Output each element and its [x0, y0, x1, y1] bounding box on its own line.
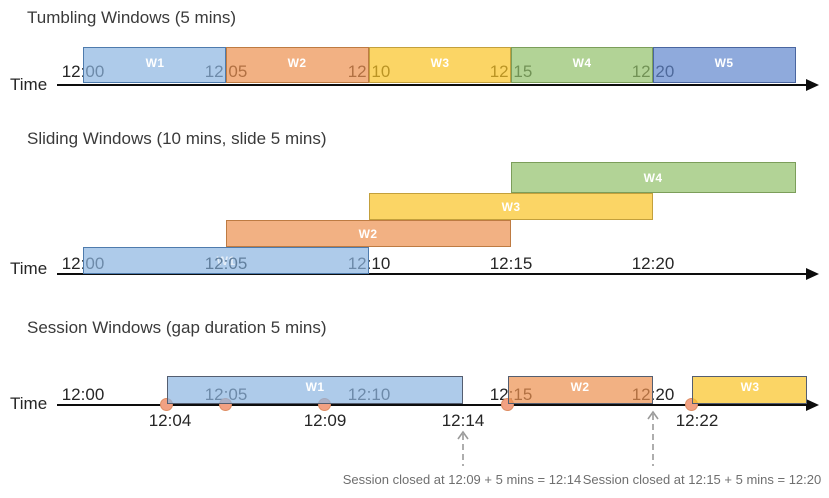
window-box-w3	[369, 193, 653, 220]
window-label: W3	[501, 200, 521, 214]
window-box-w4	[511, 162, 796, 193]
timeline-axis	[57, 84, 807, 86]
window-label: W3	[740, 380, 760, 394]
window-box-w4	[511, 47, 653, 83]
window-label: W1	[216, 254, 236, 268]
event-time-label: 12:14	[441, 411, 485, 430]
session-close-arrow-icon	[647, 410, 659, 466]
window-label: W2	[358, 227, 378, 241]
window-label: W1	[305, 380, 325, 394]
window-label: W5	[714, 56, 734, 70]
axis-arrowhead-icon	[806, 79, 819, 91]
window-box-w3	[692, 376, 807, 404]
window-label: W3	[430, 56, 450, 70]
axis-arrowhead-icon	[806, 268, 819, 280]
time-axis-label: Time	[10, 259, 48, 278]
tick-label: 12:20	[631, 254, 675, 273]
event-time-label: 12:09	[303, 411, 347, 430]
window-box-w1	[167, 376, 463, 404]
timeline-axis	[57, 273, 807, 275]
session-close-annotation: Session closed at 12:09 + 5 mins = 12:14	[342, 472, 582, 487]
window-box-w2	[226, 220, 511, 247]
window-label: W4	[572, 56, 592, 70]
window-label: W2	[570, 380, 590, 394]
session-close-annotation: Session closed at 12:15 + 5 mins = 12:20	[582, 472, 822, 487]
session-close-arrow-icon	[457, 430, 469, 466]
window-box-w3	[369, 47, 511, 83]
event-time-label: 12:04	[148, 411, 192, 430]
section-title-sliding: Sliding Windows (10 mins, slide 5 mins)	[27, 129, 327, 148]
window-label: W2	[287, 56, 307, 70]
window-box-w2	[508, 376, 653, 404]
timeline-axis	[57, 404, 807, 406]
window-box-w2	[226, 47, 369, 83]
window-box-w1	[83, 47, 226, 83]
time-axis-label: Time	[10, 75, 48, 94]
window-box-w5	[653, 47, 796, 83]
window-box-w1	[83, 247, 369, 274]
window-label: W4	[643, 171, 663, 185]
window-label: W1	[145, 56, 165, 70]
tick-label: 12:05	[204, 254, 248, 273]
tick-label: 12:00	[61, 385, 105, 404]
axis-arrowhead-icon	[806, 399, 819, 411]
section-title-session: Session Windows (gap duration 5 mins)	[27, 318, 327, 337]
section-title-tumbling: Tumbling Windows (5 mins)	[27, 8, 237, 27]
tick-label: 12:15	[489, 254, 533, 273]
time-axis-label: Time	[10, 394, 48, 413]
event-time-label: 12:22	[675, 411, 719, 430]
